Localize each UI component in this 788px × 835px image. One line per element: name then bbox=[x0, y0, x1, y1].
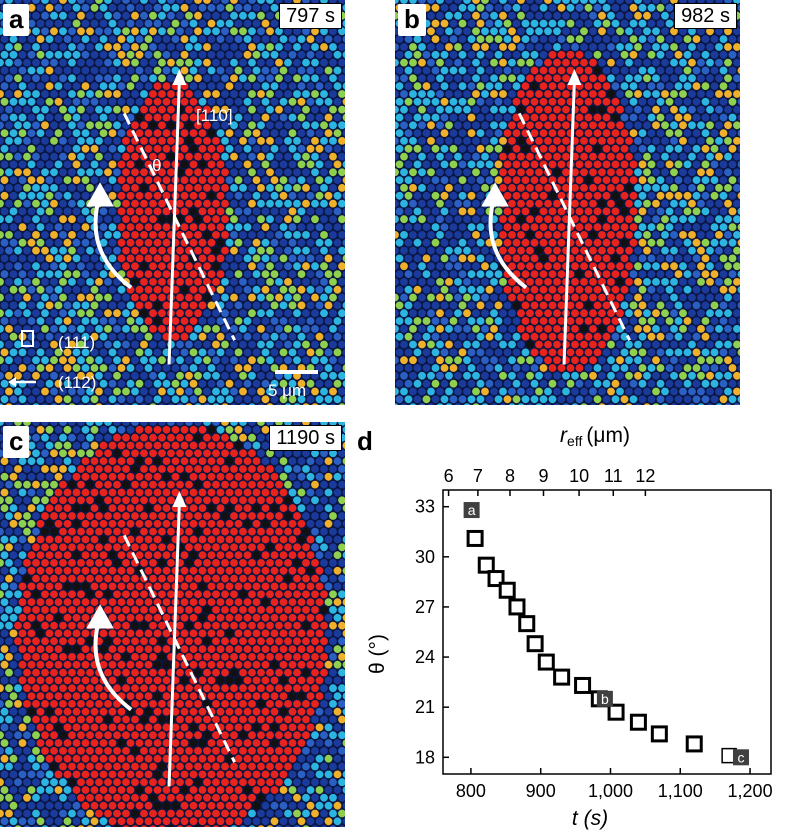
x-tick-label: 1,200 bbox=[728, 781, 773, 801]
panel-a-micrograph: a 797 s θ [110] (111) (112) 5 μm bbox=[0, 0, 345, 405]
panel-a-time: 797 s bbox=[279, 3, 342, 29]
top-tick-label: 12 bbox=[635, 466, 655, 486]
x-tick-label: 900 bbox=[526, 781, 556, 801]
lattice-direction-arrowhead bbox=[172, 69, 187, 85]
point-label-box bbox=[732, 749, 749, 766]
theta-vs-time-chart: 800 900 1,000 1,100 1,200 18 21 24 27 30 33 6 7 8 9 10 1… bbox=[366, 424, 773, 830]
panel-c-time: 1190 s bbox=[269, 425, 342, 451]
y-tick-label: 24 bbox=[415, 647, 435, 667]
point-label: b bbox=[601, 691, 609, 707]
data-point bbox=[537, 653, 555, 671]
y-tick-label: 27 bbox=[415, 597, 435, 617]
direction-indicator-arrowhead bbox=[8, 377, 16, 387]
data-point bbox=[650, 725, 668, 743]
lattice-direction-arrow bbox=[167, 502, 181, 787]
data-point bbox=[526, 635, 544, 653]
panel-b-micrograph: b 982 s bbox=[395, 0, 740, 405]
cluster-axis-dashed-line bbox=[122, 534, 236, 763]
top-tick-label: 8 bbox=[505, 466, 515, 486]
point-label-box bbox=[596, 690, 613, 707]
rotation-arrowhead bbox=[481, 182, 509, 207]
x-axis-title: t (s) bbox=[572, 807, 608, 830]
lattice-direction-arrowhead bbox=[172, 491, 187, 507]
top-tick-label: 11 bbox=[604, 466, 623, 486]
y-tick-label: 18 bbox=[415, 747, 435, 767]
data-point bbox=[574, 676, 592, 694]
data-point bbox=[498, 581, 516, 599]
top-tick-label: 6 bbox=[444, 466, 454, 486]
panel-a-particles bbox=[0, 0, 345, 405]
top-tick-label: 10 bbox=[569, 466, 589, 486]
data-point bbox=[466, 529, 484, 547]
point-label: c bbox=[737, 749, 744, 765]
direction-112-annotation: (112) bbox=[58, 373, 97, 392]
data-point bbox=[685, 735, 703, 753]
theta-annotation: θ bbox=[152, 156, 162, 175]
scale-bar-label: 5 μm bbox=[268, 381, 307, 400]
data-point bbox=[508, 598, 526, 616]
cluster-axis-dashed-line bbox=[517, 112, 631, 341]
x-tick-label: 1,100 bbox=[658, 781, 703, 801]
lattice-direction-arrowhead bbox=[567, 69, 582, 85]
plane-111-annotation: (111) bbox=[58, 333, 96, 352]
y-axis-title: θ (°) bbox=[366, 634, 389, 674]
top-tick-label: 9 bbox=[538, 466, 548, 486]
top-axis-title: reff (μm) bbox=[560, 424, 630, 449]
top-axis-title-sub: eff bbox=[567, 433, 582, 449]
plane-indicator-box bbox=[21, 330, 34, 347]
panel-b-time: 982 s bbox=[674, 3, 737, 29]
y-tick-label: 21 bbox=[415, 697, 435, 717]
direction-110-annotation: [110] bbox=[196, 106, 233, 125]
y-tick-label: 33 bbox=[415, 497, 435, 517]
top-axis-title-unit: (μm) bbox=[586, 424, 630, 447]
plot-frame bbox=[442, 489, 772, 775]
rotation-arrowhead bbox=[86, 182, 114, 207]
data-point bbox=[477, 556, 495, 574]
top-tick-label: 7 bbox=[473, 466, 483, 486]
rotation-arrowhead bbox=[86, 604, 114, 629]
point-label-box bbox=[463, 502, 480, 519]
cluster-axis-dashed-line bbox=[122, 112, 236, 341]
data-point bbox=[553, 668, 571, 686]
panel-d-label: d bbox=[357, 426, 373, 456]
data-point bbox=[518, 615, 536, 633]
panel-b-particles bbox=[395, 0, 740, 405]
x-tick-label: 800 bbox=[456, 781, 486, 801]
panel-c-label: c bbox=[3, 426, 30, 458]
top-axis-title-main: r bbox=[560, 424, 568, 447]
point-label: a bbox=[468, 502, 476, 518]
panel-c-particles bbox=[0, 422, 345, 827]
x-tick-label: 1,000 bbox=[588, 781, 633, 801]
lattice-direction-arrow bbox=[167, 80, 181, 365]
lattice-direction-arrow bbox=[562, 80, 576, 365]
y-tick-label: 30 bbox=[415, 547, 435, 567]
panel-a-label: a bbox=[3, 4, 30, 36]
panel-c-micrograph: c 1190 s bbox=[0, 422, 345, 827]
data-point bbox=[629, 713, 647, 731]
data-point bbox=[607, 703, 625, 721]
panel-b-label: b bbox=[398, 4, 426, 36]
